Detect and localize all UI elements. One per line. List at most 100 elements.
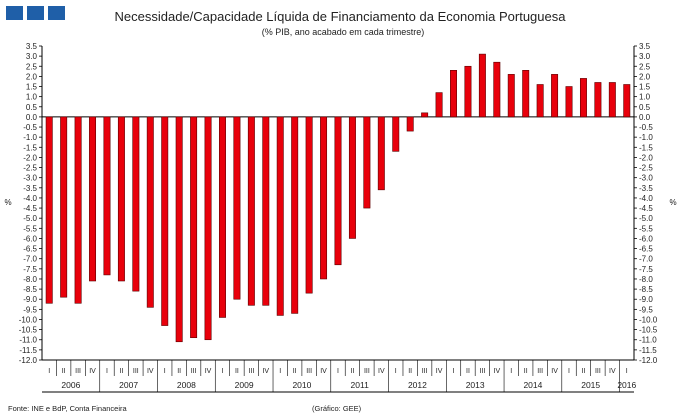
- quarter-label: I: [626, 368, 628, 375]
- bar: [363, 116, 371, 209]
- year-label: 2007: [119, 380, 138, 390]
- y-tick-label: -12.0: [19, 356, 38, 365]
- bar: [435, 92, 443, 118]
- quarter-label: IV: [262, 368, 269, 375]
- bar: [507, 74, 515, 118]
- y-tick-label: -12.0: [639, 356, 658, 365]
- quarter-label: III: [191, 368, 197, 375]
- bar: [74, 116, 82, 304]
- bar: [377, 116, 385, 191]
- y-tick-label: -1.0: [639, 133, 653, 142]
- y-tick-label: -8.0: [23, 275, 37, 284]
- quarter-label: I: [510, 368, 512, 375]
- y-tick-label: -9.0: [23, 295, 37, 304]
- bar: [579, 78, 587, 118]
- y-tick-label: -2.5: [639, 164, 653, 173]
- y-tick-label: -0.5: [23, 123, 37, 132]
- y-tick-label: -2.0: [23, 153, 37, 162]
- quarter-label: III: [595, 368, 601, 375]
- y-tick-label: -11.0: [19, 336, 37, 345]
- bar: [348, 116, 356, 239]
- quarter-label: I: [568, 368, 570, 375]
- quarter-label: II: [293, 368, 297, 375]
- y-tick-label: -0.5: [639, 123, 653, 132]
- quarter-label: I: [164, 368, 166, 375]
- bar: [60, 116, 68, 298]
- y-tick-label: -3.0: [23, 174, 37, 183]
- y-tick-label: 1.0: [639, 93, 651, 102]
- quarter-label: I: [48, 368, 50, 375]
- bar: [450, 70, 457, 118]
- logo-square: [27, 6, 44, 20]
- x-axis: I II III IV I II III IV I II III IV I II III IV I II III IV…: [42, 359, 637, 393]
- y-tick-label: 2.0: [26, 72, 38, 81]
- y-tick-label: -3.0: [639, 174, 653, 183]
- y-tick-label: 3.0: [26, 52, 38, 61]
- quarter-label: IV: [436, 368, 443, 375]
- axes: 3.5 3.53.0 3.02.5 2.52.0 2.01.5 1.51.0 1.00.5 0…: [19, 42, 658, 365]
- y-tick-label: 2.5: [639, 62, 651, 71]
- year-label: 2009: [235, 380, 254, 390]
- bar: [522, 70, 530, 118]
- quarter-label: I: [453, 368, 455, 375]
- quarter-label: II: [582, 368, 586, 375]
- year-label: 2006: [61, 380, 80, 390]
- bar: [276, 116, 284, 316]
- quarter-label: I: [395, 368, 397, 375]
- bar: [132, 116, 140, 292]
- bar: [608, 82, 616, 118]
- bar: [204, 116, 212, 341]
- quarter-label: IV: [147, 368, 154, 375]
- y-tick-label: 0.0: [639, 113, 651, 122]
- bar: [175, 116, 183, 343]
- bar: [464, 65, 472, 118]
- bar: [478, 53, 486, 118]
- quarter-label: II: [466, 368, 470, 375]
- bar: [594, 82, 602, 118]
- y-tick-label: -4.5: [639, 204, 653, 213]
- bar: [262, 116, 270, 306]
- y-tick-label: -10.5: [639, 326, 658, 335]
- y-tick-label: -7.5: [639, 265, 653, 274]
- quarter-label: I: [337, 368, 339, 375]
- quarter-label: I: [279, 368, 281, 375]
- y-tick-label: 0.0: [26, 113, 38, 122]
- quarter-label: IV: [89, 368, 96, 375]
- quarter-label: II: [408, 368, 412, 375]
- bar: [536, 84, 544, 118]
- quarter-label: I: [222, 368, 224, 375]
- bar: [291, 116, 299, 314]
- quarter-label: III: [364, 368, 370, 375]
- y-tick-label: -9.5: [23, 305, 37, 314]
- y-tick-label: -2.5: [23, 164, 37, 173]
- bar: [421, 112, 429, 118]
- quarter-label: III: [306, 368, 312, 375]
- quarter-label: I: [106, 368, 108, 375]
- bar: [161, 116, 169, 326]
- y-tick-label: 1.5: [639, 83, 651, 92]
- quarter-label: II: [119, 368, 123, 375]
- y-tick-label: 3.5: [639, 42, 651, 51]
- y-tick-label: -10.0: [19, 315, 38, 324]
- year-label: 2008: [177, 380, 196, 390]
- y-tick-label: -1.5: [23, 143, 37, 152]
- bar: [493, 61, 501, 118]
- quarter-label: IV: [551, 368, 558, 375]
- y-tick-label: -11.5: [639, 346, 657, 355]
- y-tick-label: 0.5: [26, 103, 38, 112]
- quarter-label: III: [248, 368, 254, 375]
- y-tick-label: -2.0: [639, 153, 653, 162]
- bar: [219, 116, 226, 318]
- quarter-label: III: [422, 368, 428, 375]
- y-tick-label: -10.0: [639, 315, 658, 324]
- logo-square: [6, 6, 23, 20]
- y-tick-label: -6.5: [639, 245, 653, 254]
- quarter-label: IV: [378, 368, 385, 375]
- y-tick-label: -11.5: [19, 346, 37, 355]
- y-axis-label-left: %: [4, 198, 11, 207]
- y-tick-label: -6.5: [23, 245, 37, 254]
- logo-square: [48, 6, 65, 20]
- y-tick-label: 2.5: [26, 62, 38, 71]
- y-axis-label-right: %: [669, 198, 676, 207]
